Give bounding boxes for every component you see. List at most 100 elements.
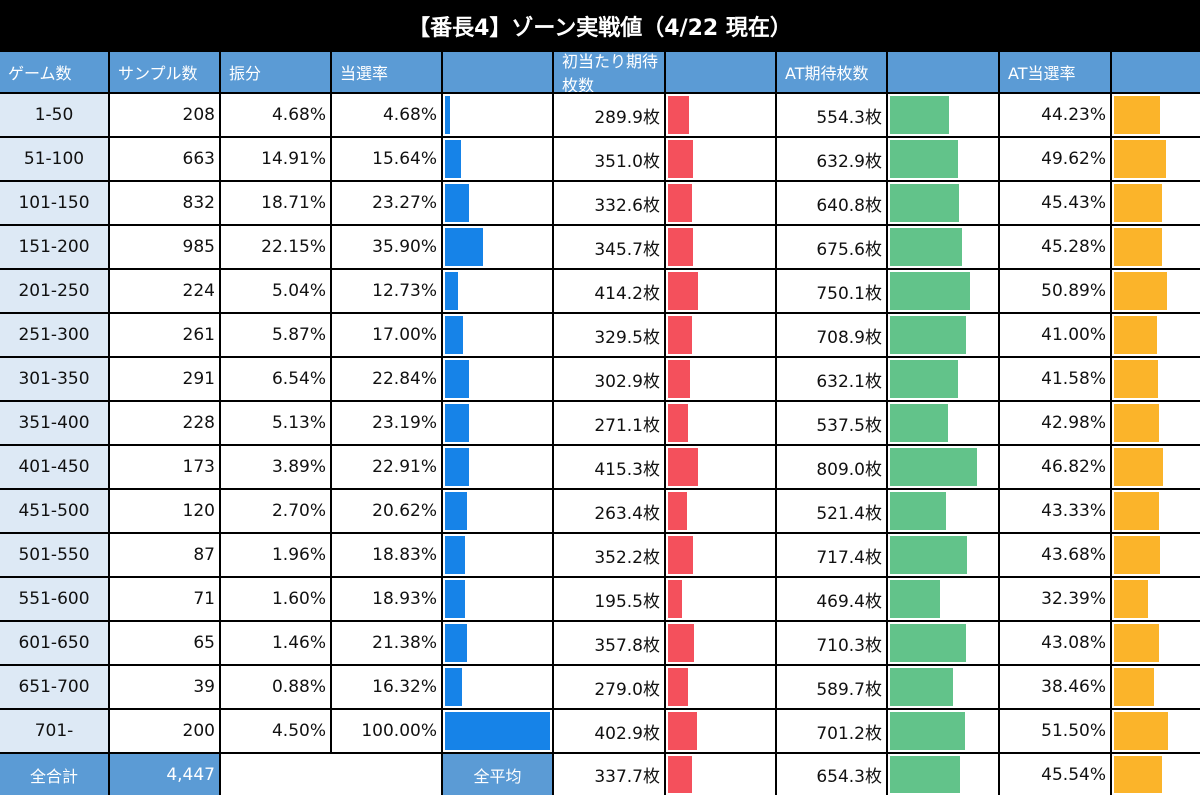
samples-value: 261 (110, 314, 219, 356)
select-rate-bar-cell (443, 710, 552, 752)
select-rate-value: 12.73% (332, 270, 441, 312)
distribution-value: 1.96% (221, 534, 330, 576)
at-medals-bar-cell (888, 490, 998, 532)
select-rate-bar-cell (443, 138, 552, 180)
zone-label: 1-50 (0, 94, 108, 136)
first-hit-medals-bar (668, 140, 694, 178)
at-rate-value: 41.58% (1000, 358, 1110, 400)
total-samples: 4,447 (110, 754, 219, 795)
at-medals-bar-cell (888, 226, 998, 268)
header-distribution: 振分 (221, 52, 330, 92)
first-hit-medals-bar-cell (666, 534, 775, 576)
first-hit-medals-bar (668, 580, 683, 618)
at-rate-value: 45.43% (1000, 182, 1110, 224)
at-rate-bar-cell (1112, 314, 1200, 356)
at-rate-bar-cell (1112, 358, 1200, 400)
select-rate-bar (445, 228, 483, 266)
at-rate-value: 43.33% (1000, 490, 1110, 532)
first-hit-medals-bar (668, 668, 689, 706)
at-rate-value: 42.98% (1000, 402, 1110, 444)
first-hit-medals-bar (668, 272, 698, 310)
first-hit-medals-bar-cell (666, 314, 775, 356)
at-medals-bar (890, 360, 958, 398)
at-medals-bar (890, 96, 950, 134)
at-rate-bar (1114, 140, 1167, 178)
select-rate-value: 35.90% (332, 226, 441, 268)
distribution-value: 5.87% (221, 314, 330, 356)
distribution-value: 0.88% (221, 666, 330, 708)
first-hit-medals-value: 345.7枚 (554, 226, 664, 268)
at-medals-bar-cell (888, 270, 998, 312)
at-medals-bar (890, 624, 966, 662)
at-rate-bar (1114, 536, 1160, 574)
average-first-hit-medals: 337.7枚 (554, 754, 664, 795)
at-medals-bar (890, 404, 948, 442)
distribution-value: 5.04% (221, 270, 330, 312)
select-rate-bar (445, 404, 470, 442)
first-hit-medals-bar-cell (666, 622, 775, 664)
at-rate-bar-cell (1112, 534, 1200, 576)
average-first-hit-bar-cell (666, 754, 775, 795)
at-rate-bar-cell (1112, 402, 1200, 444)
at-rate-bar (1114, 668, 1155, 706)
zone-data-table: ゲーム数 サンプル数 振分 当選率 初当たり期待枚数 AT期待枚数 AT当選率 … (0, 52, 1200, 795)
at-medals-bar-cell (888, 314, 998, 356)
distribution-value: 3.89% (221, 446, 330, 488)
header-first-hit-medals: 初当たり期待枚数 (554, 52, 664, 92)
at-medals-bar (890, 184, 959, 222)
at-rate-bar (1114, 360, 1158, 398)
select-rate-bar (445, 140, 462, 178)
at-rate-value: 43.68% (1000, 534, 1110, 576)
at-rate-bar (1114, 316, 1158, 354)
footer-empty-cell (221, 754, 441, 795)
distribution-value: 4.50% (221, 710, 330, 752)
select-rate-bar-cell (443, 666, 552, 708)
first-hit-medals-value: 329.5枚 (554, 314, 664, 356)
first-hit-medals-value: 415.3枚 (554, 446, 664, 488)
average-at-medals-bar-cell (888, 754, 998, 795)
select-rate-bar (445, 624, 468, 662)
at-rate-bar (1114, 404, 1160, 442)
select-rate-bar-cell (443, 358, 552, 400)
first-hit-medals-bar-cell (666, 94, 775, 136)
at-rate-bar (1114, 228, 1162, 266)
page-title: 【番長4】ゾーン実戦値（4/22 現在） (0, 0, 1200, 52)
header-at-medals: AT期待枚数 (777, 52, 886, 92)
first-hit-medals-bar (668, 184, 692, 222)
at-medals-bar (890, 316, 966, 354)
at-rate-bar-cell (1112, 446, 1200, 488)
select-rate-bar (445, 580, 465, 618)
zone-label: 351-400 (0, 402, 108, 444)
average-at-rate-bar-cell (1112, 754, 1200, 795)
samples-value: 663 (110, 138, 219, 180)
at-medals-value: 469.4枚 (777, 578, 886, 620)
at-rate-value: 41.00% (1000, 314, 1110, 356)
select-rate-bar-cell (443, 446, 552, 488)
select-rate-bar (445, 448, 470, 486)
select-rate-bar (445, 668, 463, 706)
select-rate-bar-cell (443, 226, 552, 268)
first-hit-medals-bar (668, 492, 687, 530)
at-medals-bar (890, 228, 963, 266)
distribution-value: 4.68% (221, 94, 330, 136)
at-medals-bar (890, 140, 958, 178)
distribution-value: 2.70% (221, 490, 330, 532)
at-medals-value: 750.1枚 (777, 270, 886, 312)
samples-value: 87 (110, 534, 219, 576)
select-rate-value: 18.83% (332, 534, 441, 576)
select-rate-bar (445, 272, 459, 310)
first-hit-medals-value: 352.2枚 (554, 534, 664, 576)
at-medals-value: 717.4枚 (777, 534, 886, 576)
select-rate-value: 23.19% (332, 402, 441, 444)
at-medals-bar (890, 448, 977, 486)
first-hit-medals-bar-cell (666, 138, 775, 180)
samples-value: 71 (110, 578, 219, 620)
at-rate-bar-cell (1112, 578, 1200, 620)
distribution-value: 5.13% (221, 402, 330, 444)
zone-label: 301-350 (0, 358, 108, 400)
first-hit-medals-bar-cell (666, 270, 775, 312)
at-medals-bar (890, 272, 971, 310)
distribution-value: 1.60% (221, 578, 330, 620)
samples-value: 228 (110, 402, 219, 444)
distribution-value: 1.46% (221, 622, 330, 664)
